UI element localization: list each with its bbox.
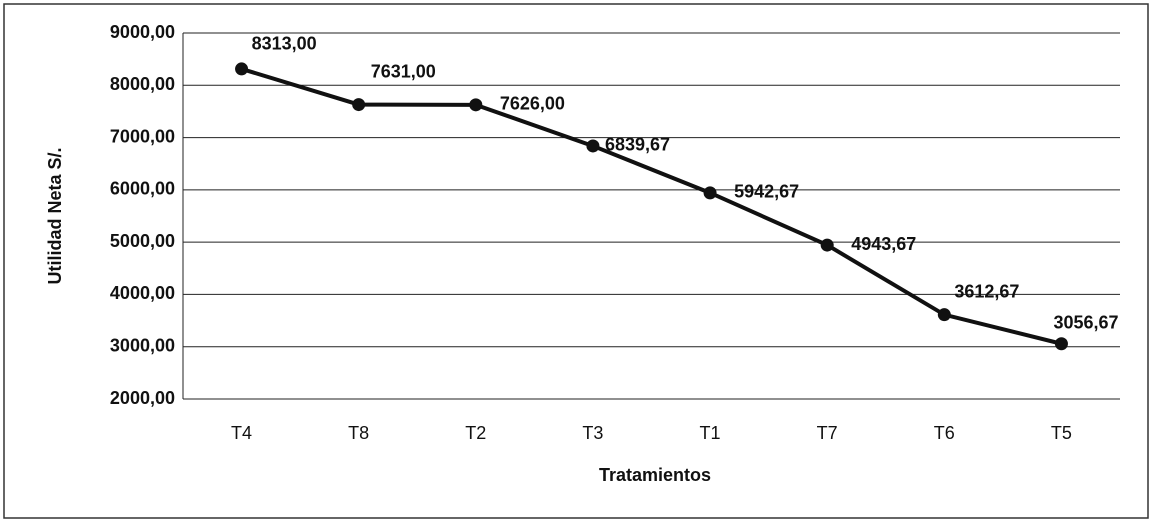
point bbox=[235, 62, 249, 76]
x-tick-label: T6 bbox=[934, 423, 955, 443]
y-tick-label: 3000,00 bbox=[110, 335, 175, 355]
data-label: 3056,67 bbox=[1053, 313, 1118, 333]
data-label: 3612,67 bbox=[954, 281, 1019, 301]
x-tick-label: T2 bbox=[465, 423, 486, 443]
point bbox=[703, 186, 717, 200]
point bbox=[1054, 337, 1068, 351]
x-tick-label: T7 bbox=[817, 423, 838, 443]
point bbox=[820, 238, 834, 252]
data-label: 5942,67 bbox=[734, 182, 799, 202]
x-tick-label: T4 bbox=[231, 423, 252, 443]
data-label: 7631,00 bbox=[371, 61, 436, 81]
point bbox=[586, 139, 600, 153]
point bbox=[352, 98, 366, 112]
y-axis-title: Utilidad Neta S/. bbox=[45, 147, 65, 284]
x-tick-label: T5 bbox=[1051, 423, 1072, 443]
y-tick-label: 4000,00 bbox=[110, 283, 175, 303]
data-label: 8313,00 bbox=[252, 34, 317, 54]
x-tick-label: T3 bbox=[582, 423, 603, 443]
y-tick-label: 8000,00 bbox=[110, 74, 175, 94]
y-tick-label: 7000,00 bbox=[110, 126, 175, 146]
y-tick-label: 9000,00 bbox=[110, 22, 175, 42]
point bbox=[937, 308, 951, 322]
chart-border bbox=[3, 3, 1149, 519]
data-label: 7626,00 bbox=[500, 94, 565, 114]
x-axis-title: Tratamientos bbox=[599, 465, 711, 485]
point bbox=[469, 98, 483, 112]
data-label: 6839,67 bbox=[605, 135, 670, 155]
line-series bbox=[240, 67, 1062, 346]
y-tick-label: 6000,00 bbox=[110, 179, 175, 199]
data-label: 4943,67 bbox=[851, 234, 916, 254]
x-tick-label: T1 bbox=[700, 423, 721, 443]
y-tick-label: 2000,00 bbox=[110, 388, 175, 408]
y-tick-label: 5000,00 bbox=[110, 231, 175, 251]
x-tick-label: T8 bbox=[348, 423, 369, 443]
